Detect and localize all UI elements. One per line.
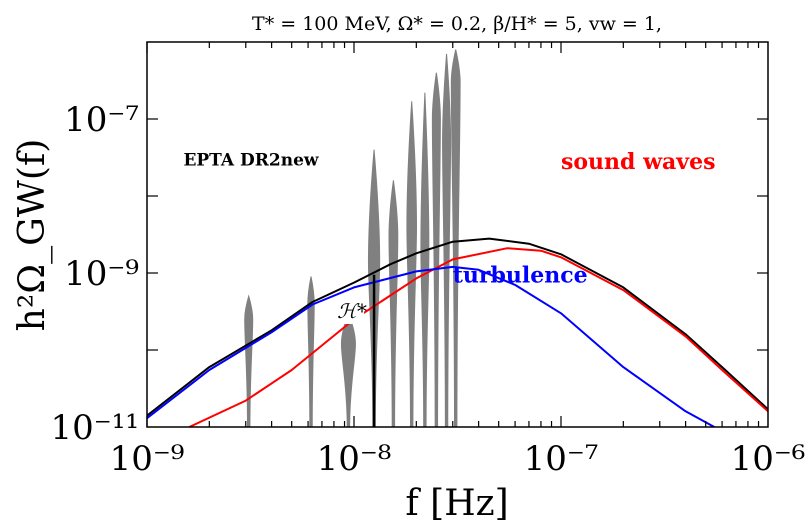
x-tick-label-3: 10⁻⁶ xyxy=(731,439,806,479)
hubble-marker-group: ℋ* xyxy=(337,274,376,427)
annotation-0: EPTA DR2new xyxy=(183,150,318,170)
epta-violin-6 xyxy=(420,92,430,427)
epta-violin-2 xyxy=(340,311,356,427)
x-axis-label: f [Hz] xyxy=(405,483,508,524)
series-line-total xyxy=(147,237,768,417)
epta-violin-7 xyxy=(431,72,441,427)
series-line-turbulence xyxy=(147,265,715,427)
epta-violin-9 xyxy=(450,49,461,427)
epta-violin-5 xyxy=(406,101,418,427)
epta-violin-4 xyxy=(388,180,399,427)
y-tick-label-1: 10⁻⁹ xyxy=(64,254,139,294)
y-tick-label-0: 10⁻¹¹ xyxy=(51,408,139,448)
y-tick-label-2: 10⁻⁷ xyxy=(64,100,139,140)
series-line-sound-waves xyxy=(188,247,768,427)
annotations-group: EPTA DR2new sound waves turbulence xyxy=(183,149,715,289)
annotation-1: sound waves xyxy=(561,149,715,175)
hubble-label-bg xyxy=(340,298,365,324)
annotation-2: turbulence xyxy=(453,263,588,289)
epta-violin-8 xyxy=(442,53,452,427)
epta-violin-0 xyxy=(244,294,254,427)
y-axis-label: h²Ω_GW(f) xyxy=(12,139,53,332)
series-group xyxy=(147,237,768,427)
x-tick-label-1: 10⁻⁸ xyxy=(317,439,392,479)
chart-title: T* = 100 MeV, Ω* = 0.2, β/H* = 5, vw = 1… xyxy=(252,13,662,35)
x-tick-label-0: 10⁻⁹ xyxy=(110,439,185,479)
hubble-marker-label: ℋ* xyxy=(337,299,367,323)
x-tick-label-2: 10⁻⁷ xyxy=(524,439,599,479)
plot-frame xyxy=(146,41,769,428)
epta-violin-group xyxy=(244,49,461,427)
